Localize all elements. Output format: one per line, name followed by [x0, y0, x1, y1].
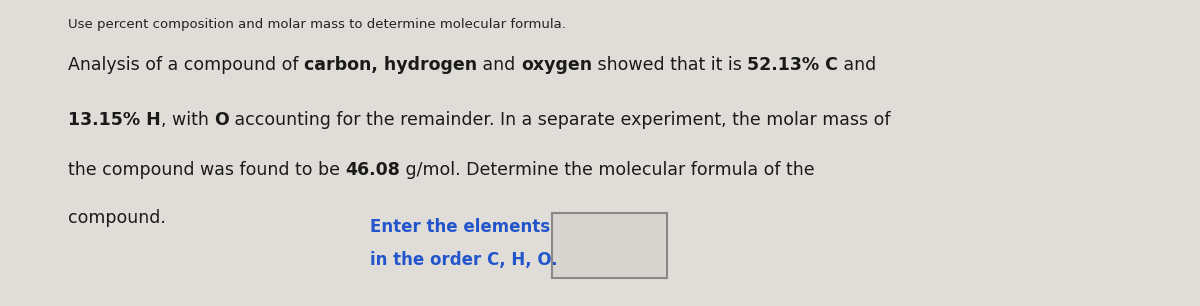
Text: , with: , with: [161, 111, 214, 129]
Text: g/mol. Determine the molecular formula of the: g/mol. Determine the molecular formula o…: [401, 161, 815, 179]
Text: Analysis of a compound of: Analysis of a compound of: [68, 56, 304, 74]
Text: accounting for the remainder. In a separate experiment, the molar mass of: accounting for the remainder. In a separ…: [229, 111, 890, 129]
Text: carbon, hydrogen: carbon, hydrogen: [304, 56, 478, 74]
Text: and: and: [839, 56, 876, 74]
Text: O: O: [214, 111, 229, 129]
Text: Use percent composition and molar mass to determine molecular formula.: Use percent composition and molar mass t…: [68, 18, 566, 31]
Text: showed that it is: showed that it is: [592, 56, 748, 74]
Text: 13.15% H: 13.15% H: [68, 111, 161, 129]
Text: 46.08: 46.08: [346, 161, 401, 179]
Text: in the order C, H, O.: in the order C, H, O.: [370, 251, 558, 269]
Text: oxygen: oxygen: [521, 56, 592, 74]
Text: compound.: compound.: [68, 209, 166, 227]
Text: 52.13% C: 52.13% C: [748, 56, 839, 74]
Text: the compound was found to be: the compound was found to be: [68, 161, 346, 179]
Text: Enter the elements: Enter the elements: [370, 218, 550, 236]
Text: and: and: [478, 56, 521, 74]
